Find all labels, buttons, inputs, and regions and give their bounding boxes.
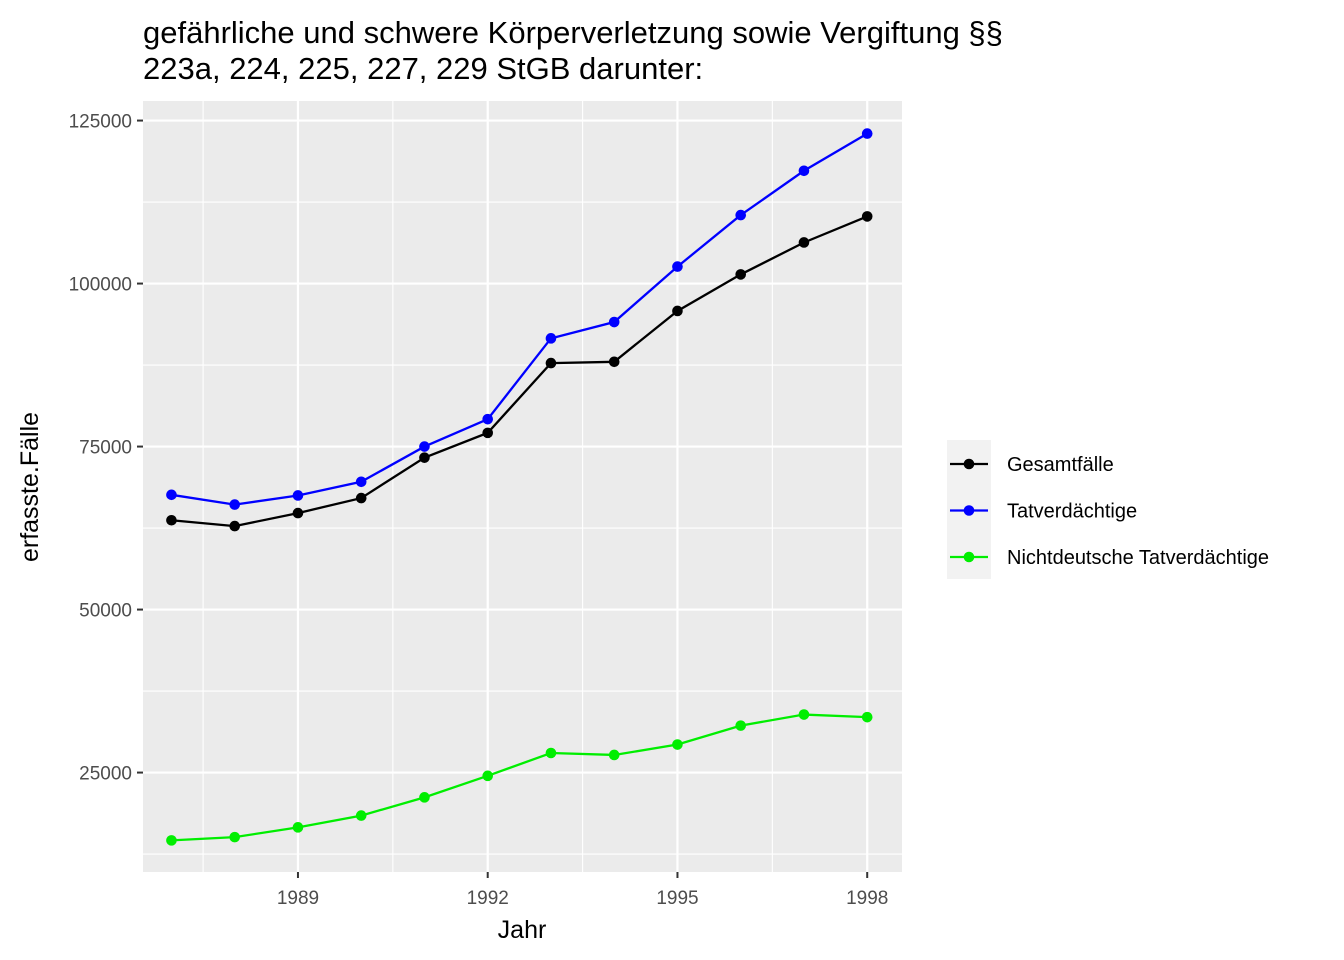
- series-2-point: [735, 209, 747, 221]
- gridlines: [143, 101, 902, 872]
- series-line-1: [171, 215, 868, 528]
- series-2-point: [229, 499, 241, 510]
- chart-title-line-1: gefährliche und schwere Körperverletzung…: [143, 15, 1003, 50]
- legend-label: Gesamtfälle: [1007, 454, 1114, 476]
- series-3-point: [229, 831, 241, 843]
- legend-key-point: [963, 551, 975, 563]
- series-1-point: [229, 520, 241, 532]
- series-1-point: [608, 356, 620, 368]
- series-2-point: [166, 489, 177, 501]
- series-1-point: [419, 452, 430, 463]
- x-tick-label: 1992: [467, 888, 509, 909]
- series-3-point: [419, 792, 430, 803]
- series-3-point: [355, 810, 367, 821]
- series-1-point: [482, 427, 494, 439]
- series-1-point: [292, 507, 304, 519]
- chart-title-line-2: 223a, 224, 225, 227, 229 StGB darunter:: [143, 51, 703, 86]
- series-3-point: [292, 822, 304, 833]
- series-3-point: [672, 739, 683, 750]
- x-axis-title: Jahr: [498, 916, 547, 944]
- series-1-point: [355, 492, 367, 504]
- series-1-point: [735, 269, 747, 280]
- series-2-point: [798, 165, 810, 177]
- series-line-2: [171, 132, 868, 506]
- x-tick-label: 1995: [656, 888, 698, 909]
- y-tick-label: 100000: [69, 275, 132, 296]
- x-tick-label: 1989: [277, 888, 319, 909]
- legend-key-point: [963, 505, 975, 516]
- series-1-point: [861, 211, 873, 222]
- series-1-point: [545, 357, 557, 369]
- series-1-point: [166, 514, 177, 526]
- legend-key-point: [963, 458, 975, 470]
- series-2-point: [608, 316, 620, 328]
- plot-panel: [143, 101, 902, 872]
- series-2-point: [482, 413, 494, 425]
- series-2-point: [292, 490, 304, 501]
- series-3-point: [861, 711, 873, 723]
- series-3-point: [166, 835, 177, 846]
- y-tick-label: 125000: [69, 112, 132, 133]
- legend-label: Tatverdächtige: [1007, 501, 1137, 523]
- series-line-3: [171, 713, 868, 842]
- legend-label: Nichtdeutsche Tatverdächtige: [1007, 547, 1269, 569]
- y-tick-label: 75000: [79, 438, 132, 459]
- series-2-point: [672, 261, 683, 272]
- series-3-point: [608, 749, 620, 761]
- series-layer: [166, 128, 873, 846]
- series-1-point: [798, 237, 810, 248]
- series-3-point: [735, 720, 747, 731]
- x-tick-label: 1998: [846, 888, 888, 909]
- series-2-point: [861, 128, 873, 139]
- series-2-point: [355, 476, 367, 488]
- series-2-point: [545, 333, 557, 344]
- y-tick-label: 25000: [79, 764, 132, 785]
- series-2-point: [419, 441, 430, 452]
- y-tick-label: 50000: [79, 601, 132, 622]
- axes-layer: 25000 50000 75000 100000 125000 1989 1992 1995 1…: [69, 112, 889, 909]
- series-3-point: [798, 709, 810, 720]
- series-3-point: [545, 747, 557, 759]
- series-1-point: [672, 305, 683, 317]
- legend: Gesamtfälle Tatverdächtige Nichtdeutsche T…: [947, 440, 1269, 579]
- y-axis-title: erfasste.Fälle: [16, 412, 44, 562]
- series-3-point: [482, 770, 494, 782]
